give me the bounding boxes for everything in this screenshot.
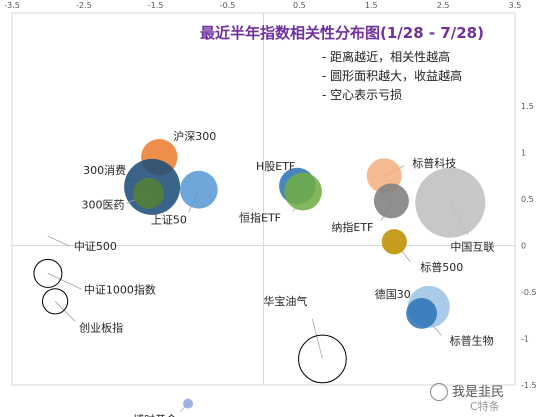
bubble-label: 300医药	[82, 198, 125, 211]
bubble-label: 中证1000指数	[84, 282, 156, 296]
bubble	[406, 297, 437, 329]
x-tick-label: -3.5	[4, 1, 20, 10]
bubble	[373, 183, 409, 219]
chart-notes: - 距离越近，相关性越高 - 圆形面积越大，收益越高 - 空心表示亏损	[322, 48, 462, 105]
y-tick-label: 0.5	[521, 195, 534, 204]
x-tick-label: 1.5	[365, 1, 378, 10]
y-tick-label: 1.5	[521, 102, 534, 111]
bubble-label: 恒指ETF	[239, 211, 281, 225]
x-tick-label: 0.5	[293, 1, 306, 10]
bubble-label: 博时黄金	[133, 413, 177, 417]
watermark-subtext: C特条	[470, 400, 500, 413]
wechat-icon	[430, 383, 448, 401]
watermark-text: 我是韭民	[452, 385, 505, 400]
bubble-label: 标普科技	[412, 156, 456, 170]
bubble	[298, 334, 347, 384]
bubble	[133, 178, 164, 209]
bubble	[33, 258, 63, 288]
bubble-label: 沪深300	[173, 129, 216, 143]
bubble-label: 纳指ETF	[331, 220, 373, 234]
y-tick-label: -1	[521, 335, 529, 344]
x-tick-label: 2.5	[437, 1, 450, 10]
chart-title: 最近半年指数相关性分布图(1/28 - 7/28)	[200, 24, 484, 42]
bubble-label: 标普生物	[450, 333, 494, 347]
x-tick-label: 3.5	[509, 1, 522, 10]
bubble-label: H股ETF	[256, 160, 295, 173]
x-tick-label: -0.5	[220, 1, 236, 10]
y-tick-label: 1	[521, 149, 526, 158]
note-distance: - 距离越近，相关性越高	[322, 50, 451, 64]
bubble	[415, 167, 486, 238]
bubble	[42, 288, 69, 315]
bubble-label: 中证500	[74, 240, 117, 253]
leader-line	[47, 273, 83, 290]
y-tick-label: 0	[521, 242, 526, 251]
bubble	[183, 398, 194, 409]
bubble	[284, 172, 322, 211]
x-tick-label: -1.5	[148, 1, 164, 10]
bubble-label: 中国互联	[450, 241, 494, 254]
bubble-label: 上证50	[151, 214, 187, 227]
leader-line	[54, 301, 76, 322]
y-tick-label: -1.5	[521, 381, 537, 390]
bubble	[381, 229, 407, 255]
note-hollow: - 空心表示亏损	[322, 88, 403, 102]
y-tick-label: -0.5	[521, 288, 537, 297]
bubble	[179, 170, 218, 209]
leader-line	[47, 235, 71, 247]
bubble-label: 华宝油气	[263, 294, 307, 308]
bubble-label: 标普500	[420, 260, 463, 274]
note-area: - 圆形面积越大，收益越高	[322, 69, 463, 83]
leader-line	[312, 318, 323, 360]
bubble-label: 德国30	[375, 287, 411, 301]
bubble-label: 300消费	[83, 163, 126, 177]
bubble-label: 创业板指	[79, 320, 123, 334]
x-tick-label: -2.5	[76, 1, 92, 10]
